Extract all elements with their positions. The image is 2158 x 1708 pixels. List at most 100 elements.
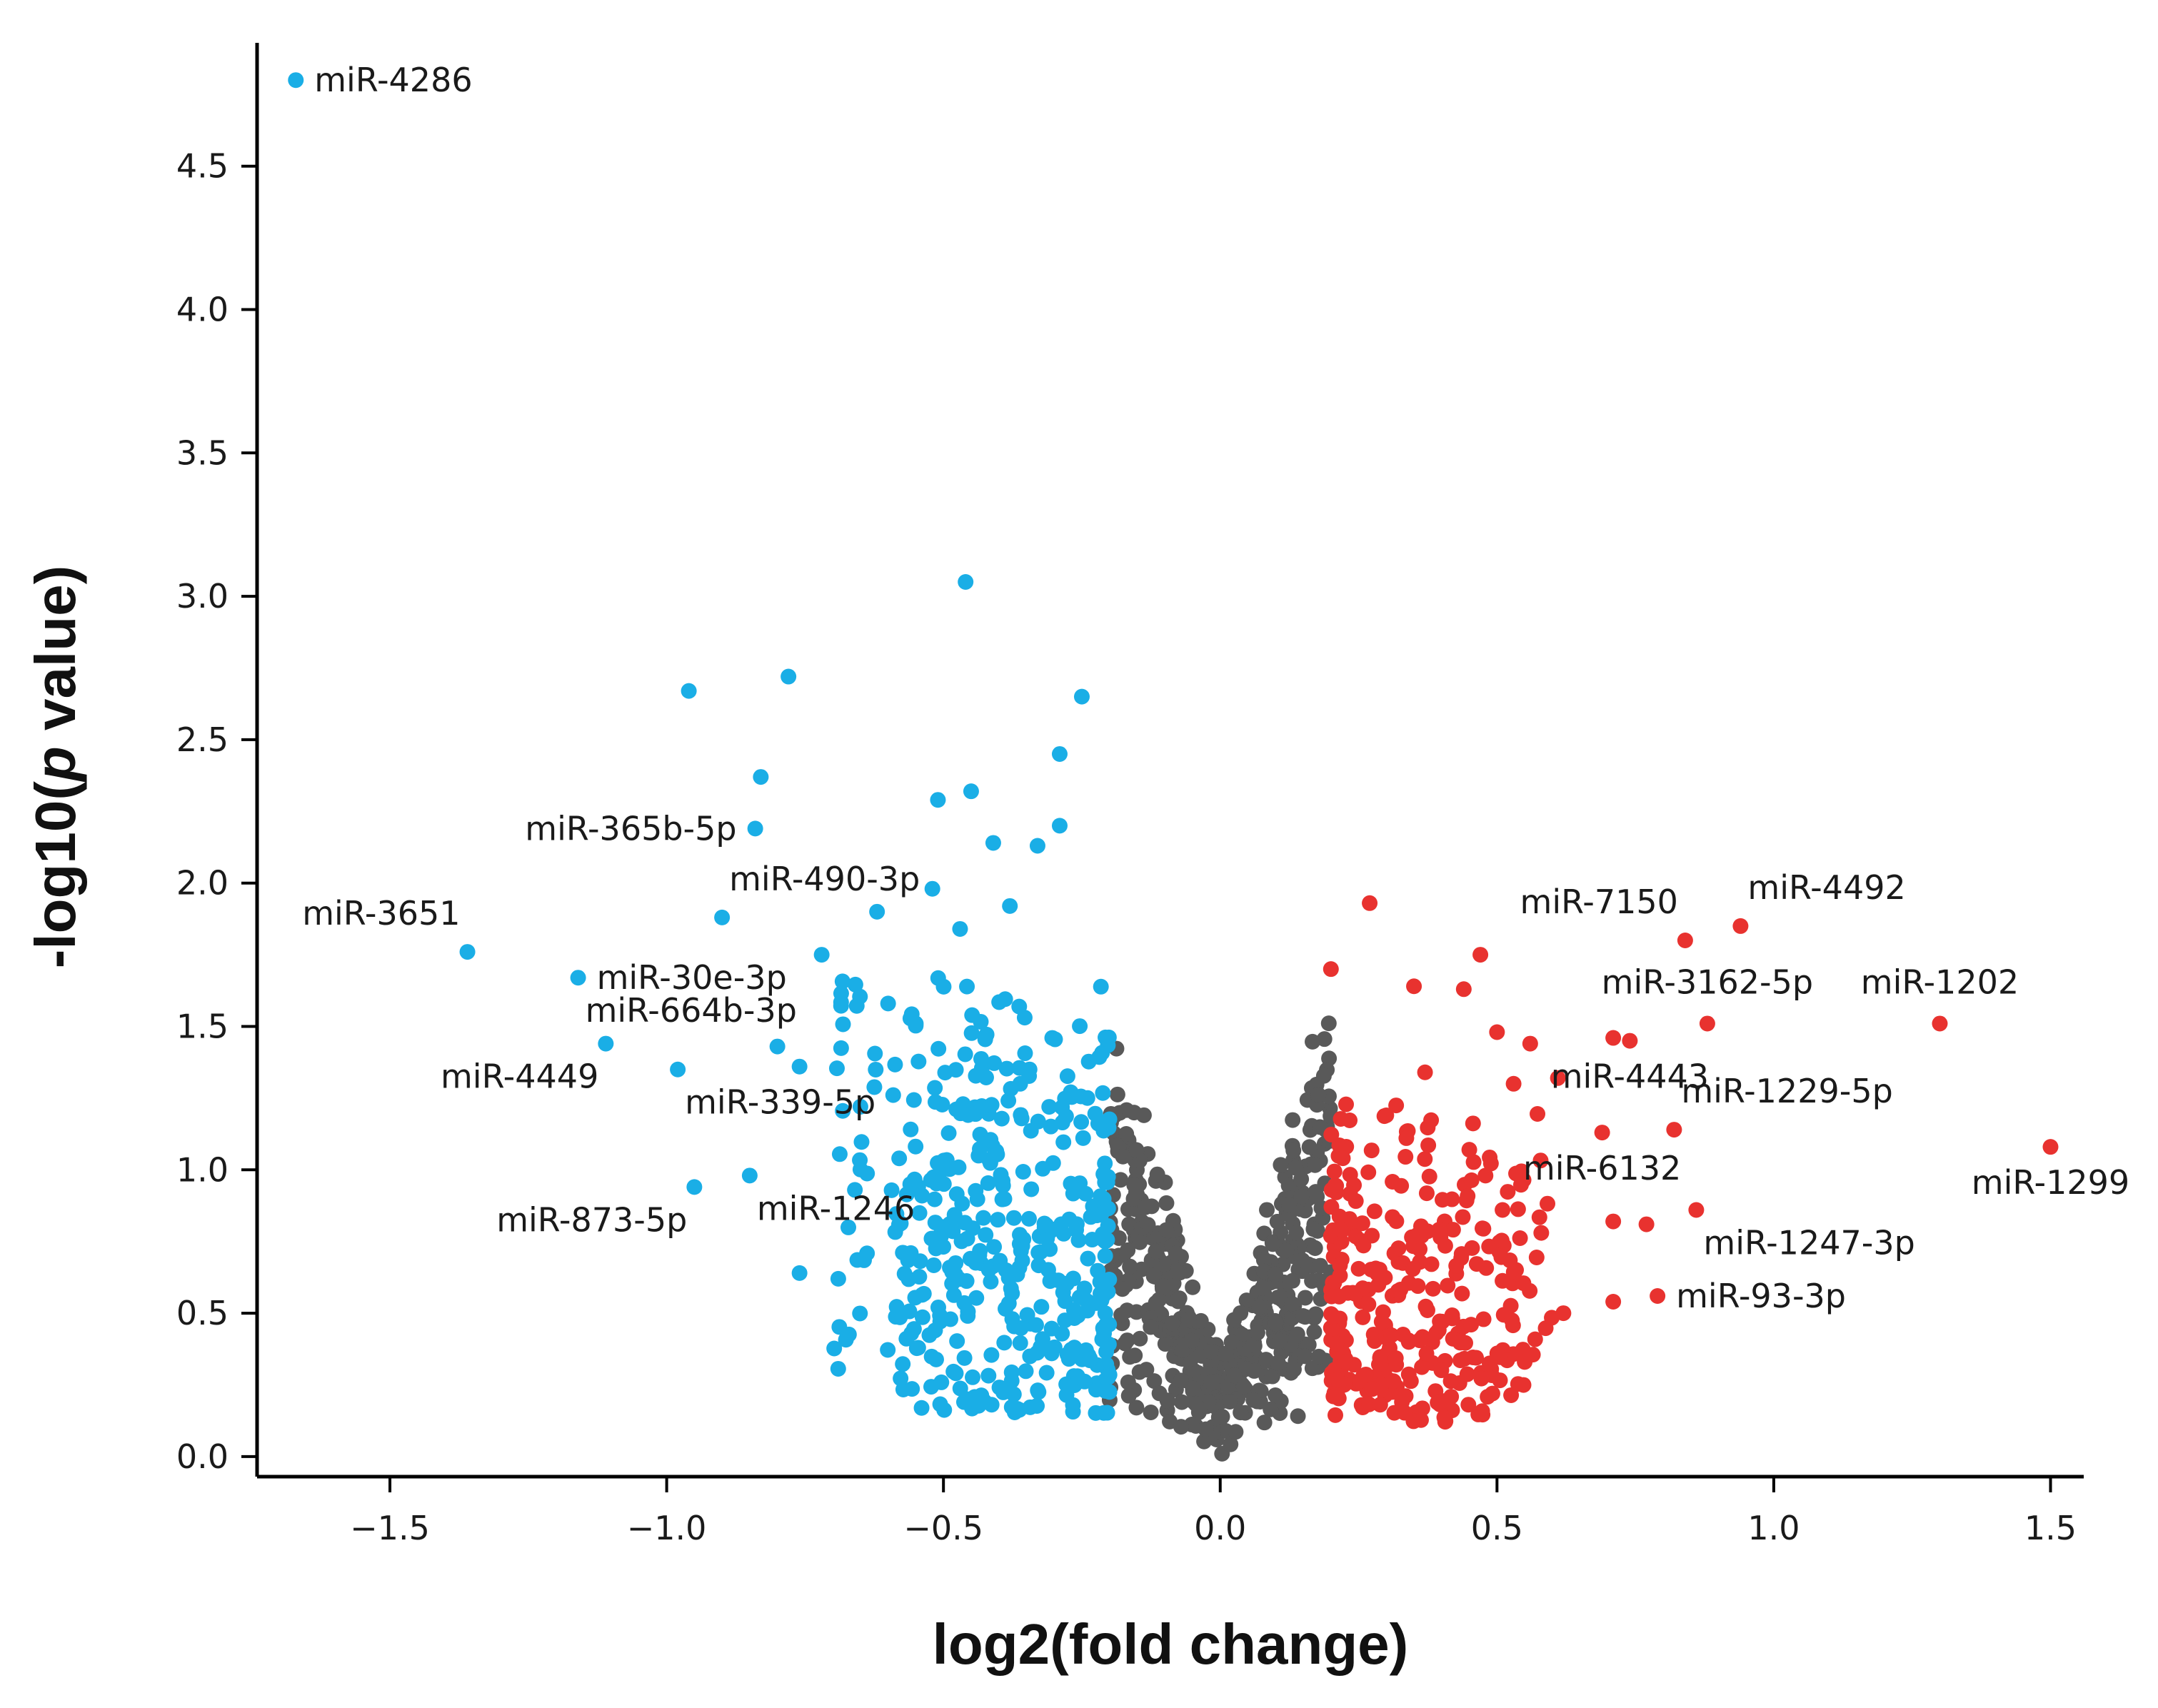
x-tick-label: −0.5 bbox=[903, 1509, 983, 1547]
up-point bbox=[1505, 1317, 1521, 1334]
down-point bbox=[959, 1230, 975, 1247]
down-point bbox=[1022, 1399, 1038, 1415]
ns-point bbox=[1288, 1160, 1304, 1176]
down-point bbox=[985, 835, 1001, 851]
ns-point bbox=[1131, 1364, 1148, 1380]
up-point bbox=[1323, 1126, 1340, 1142]
down-point bbox=[963, 783, 979, 800]
x-tick-label: 0.0 bbox=[1194, 1509, 1246, 1547]
down-point bbox=[1051, 818, 1068, 834]
up-point bbox=[1505, 1264, 1522, 1280]
x-axis-title: log2(fold change) bbox=[933, 1612, 1409, 1676]
up-point bbox=[1459, 1366, 1475, 1382]
down-point bbox=[847, 1182, 863, 1198]
down-point bbox=[1073, 1088, 1089, 1105]
ns-point bbox=[1305, 1221, 1322, 1237]
ns-point bbox=[1126, 1177, 1143, 1193]
down-point bbox=[831, 1146, 848, 1162]
up-point bbox=[1383, 1327, 1400, 1343]
up-point bbox=[1622, 1033, 1638, 1049]
down-point bbox=[1045, 1155, 1061, 1171]
down-point bbox=[968, 1068, 984, 1084]
up-point bbox=[1732, 918, 1749, 934]
up-point bbox=[1481, 1355, 1497, 1372]
down-point bbox=[1030, 1113, 1046, 1130]
point-annotation: miR-365b-5p bbox=[525, 809, 736, 848]
up-point bbox=[1515, 1342, 1531, 1358]
up-point bbox=[1474, 1403, 1490, 1420]
up-point bbox=[1420, 1137, 1437, 1153]
down-point bbox=[1075, 1130, 1091, 1146]
ns-point bbox=[1158, 1222, 1175, 1238]
ns-point bbox=[1258, 1352, 1274, 1368]
point-annotation: miR-7150 bbox=[1520, 883, 1678, 921]
up-point bbox=[1378, 1107, 1395, 1123]
down-point bbox=[963, 1025, 980, 1041]
up-point bbox=[2042, 1139, 2059, 1155]
up-point bbox=[1325, 1388, 1342, 1405]
down-point bbox=[927, 1094, 943, 1110]
up-point bbox=[1402, 1373, 1419, 1390]
down-point bbox=[868, 1061, 884, 1077]
down-point bbox=[901, 1303, 918, 1320]
ns-point bbox=[1164, 1315, 1180, 1332]
up-point bbox=[1355, 1309, 1371, 1325]
ns-point bbox=[1146, 1373, 1163, 1390]
up-point bbox=[1495, 1307, 1512, 1323]
up-point bbox=[1510, 1201, 1526, 1217]
ns-point bbox=[1203, 1375, 1220, 1391]
ns-point bbox=[1285, 1112, 1301, 1128]
ns-point bbox=[1122, 1258, 1138, 1275]
significant-points bbox=[288, 72, 2059, 1430]
ns-point bbox=[1290, 1408, 1306, 1425]
down-point bbox=[983, 1347, 1000, 1363]
down-point bbox=[747, 820, 763, 837]
y-title-part: -log10( bbox=[24, 781, 87, 969]
up-point bbox=[1454, 1285, 1470, 1302]
down-point bbox=[958, 574, 974, 591]
ns-point bbox=[1135, 1107, 1152, 1123]
y-tick-label: 2.5 bbox=[176, 720, 229, 759]
up-point bbox=[1360, 1164, 1377, 1180]
up-point bbox=[1540, 1195, 1556, 1212]
down-point bbox=[891, 1150, 908, 1167]
ns-point bbox=[1305, 1188, 1321, 1205]
down-point bbox=[1097, 1247, 1113, 1264]
down-point bbox=[1011, 1060, 1028, 1076]
y-tick-label: 1.5 bbox=[176, 1007, 229, 1045]
ns-point bbox=[1312, 1119, 1328, 1135]
down-point bbox=[598, 1035, 614, 1052]
down-point bbox=[930, 1040, 947, 1057]
ns-point bbox=[1158, 1195, 1175, 1211]
down-point bbox=[888, 1309, 904, 1325]
down-point bbox=[1038, 1217, 1055, 1233]
up-point bbox=[1366, 1203, 1382, 1220]
ns-point bbox=[1310, 1087, 1327, 1103]
down-point bbox=[1030, 1382, 1046, 1399]
point-annotation: miR-664b-3p bbox=[586, 991, 797, 1030]
down-point bbox=[1061, 1211, 1078, 1227]
down-point bbox=[1012, 1227, 1028, 1243]
up-point bbox=[1431, 1222, 1447, 1238]
up-point bbox=[1430, 1322, 1447, 1338]
down-point bbox=[1080, 1250, 1096, 1267]
up-point bbox=[1364, 1381, 1380, 1397]
down-point bbox=[867, 1045, 883, 1062]
down-point bbox=[1017, 1045, 1033, 1062]
ns-point bbox=[1173, 1372, 1189, 1389]
up-point bbox=[1605, 1213, 1622, 1230]
up-point bbox=[1530, 1106, 1546, 1122]
y-tick-label: 0.5 bbox=[176, 1294, 229, 1332]
down-point bbox=[1019, 1307, 1035, 1323]
up-point bbox=[1348, 1193, 1364, 1210]
up-point bbox=[1468, 1256, 1485, 1272]
down-point bbox=[905, 1321, 922, 1337]
down-point bbox=[741, 1167, 758, 1184]
ns-point bbox=[1226, 1312, 1243, 1328]
down-point bbox=[914, 1287, 930, 1303]
ns-point bbox=[1203, 1344, 1219, 1360]
down-point bbox=[948, 1101, 965, 1117]
ns-point bbox=[1223, 1436, 1239, 1452]
down-point bbox=[1095, 1085, 1111, 1101]
point-annotation: miR-1246 bbox=[757, 1189, 915, 1227]
